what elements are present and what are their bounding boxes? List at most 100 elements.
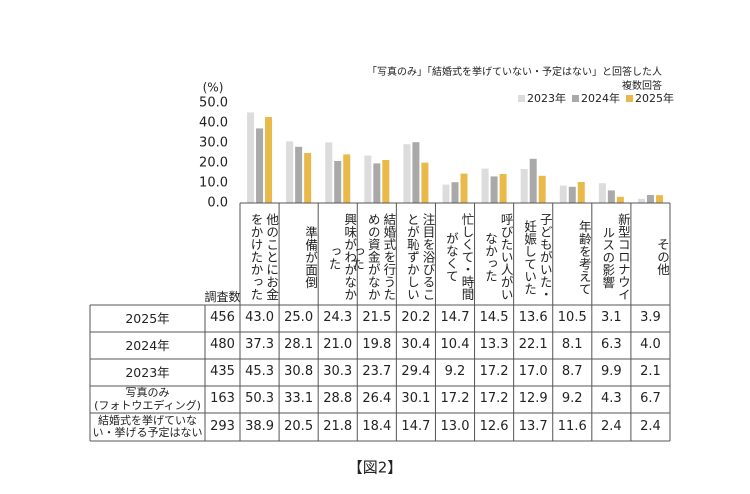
table-cell: 14.7: [401, 418, 431, 434]
table-cell: 37.3: [245, 337, 275, 353]
bar: [325, 142, 333, 203]
table-cell: 43.0: [245, 310, 275, 326]
unit-label: (%): [203, 81, 224, 95]
table-cell: 28.1: [284, 337, 314, 353]
category-label: 年齢を考えて: [576, 219, 592, 295]
category-label: 興味がわかなかった: [326, 213, 358, 301]
category-label: 子どもがいた・妊娠していた: [522, 213, 553, 301]
bar: [481, 168, 489, 203]
bar: [655, 195, 663, 203]
table-cell: 29.4: [401, 364, 431, 380]
bar: [256, 128, 264, 203]
table-cell: 21.0: [323, 337, 353, 353]
legend-label: 2024年: [581, 91, 620, 105]
table-cell: 12.6: [479, 418, 509, 434]
legend-swatch: [626, 95, 633, 102]
legend-label: 2023年: [527, 91, 566, 105]
table-cell: 33.1: [284, 391, 314, 407]
table-cell: 13.0: [440, 418, 470, 434]
row-label: 2025年: [125, 310, 170, 326]
bar: [373, 163, 381, 203]
table-cell: 50.3: [245, 391, 275, 407]
category-label: 呼びたい人がいなかった: [482, 213, 514, 301]
y-tick-label: 10.0: [199, 176, 228, 191]
category-label: その他: [654, 238, 670, 276]
bar: [568, 186, 576, 203]
bar: [334, 161, 342, 203]
table-cell: 30.3: [323, 364, 353, 380]
legend-label: 2025年: [635, 91, 674, 105]
table-cell: 17.2: [479, 364, 509, 380]
bar: [598, 183, 606, 203]
bar: [451, 182, 459, 203]
table-cell: 13.7: [518, 418, 548, 434]
bar: [607, 190, 615, 203]
category-label: 忙しくて・時間がなくて: [443, 213, 475, 301]
bar: [265, 117, 273, 203]
bar: [304, 153, 312, 203]
table-cell: 13.6: [518, 310, 548, 326]
bar: [403, 144, 411, 203]
table-cell: 9.2: [561, 391, 583, 407]
table-cell: 3.1: [601, 310, 622, 326]
bar: [364, 155, 372, 203]
table-cell: 2.4: [640, 418, 661, 434]
table-cell: 12.9: [518, 391, 548, 407]
table-cell: 14.5: [479, 310, 509, 326]
table-cell: 13.3: [479, 337, 509, 353]
bar: [247, 112, 255, 203]
table-cell: 8.7: [561, 364, 583, 380]
table-cell: 8.1: [561, 337, 583, 353]
table-cell: 2.1: [640, 364, 661, 380]
row-label: 2023年: [125, 364, 170, 380]
table-cell: 23.7: [362, 364, 392, 380]
bar: [382, 160, 390, 203]
legend-swatch: [518, 95, 525, 102]
table-cell: 2.4: [601, 418, 622, 434]
row-label: 写真のみ (フォトウエディング): [94, 386, 201, 412]
bar: [520, 169, 528, 203]
bar: [421, 162, 429, 203]
table-cell: 18.4: [362, 418, 392, 434]
table-cell: 9.9: [601, 364, 622, 380]
row-label: 2024年: [125, 337, 170, 353]
bar: [412, 142, 420, 203]
table-cell: 6.7: [640, 391, 661, 407]
table-cell: 9.2: [444, 364, 466, 380]
category-label: 注目を浴びることが恥ずかしい: [404, 213, 436, 301]
note-sub: 複数回答: [622, 79, 662, 92]
table-cell: 25.0: [284, 310, 314, 326]
category-label: 新型コロナウイルスの影響: [600, 213, 631, 301]
bar: [460, 173, 468, 203]
table-cell: 30.8: [284, 364, 314, 380]
table-cell: 21.8: [323, 418, 353, 434]
table-cell: 10.4: [440, 337, 470, 353]
caption: 【図2】: [348, 459, 403, 477]
bar: [529, 158, 537, 203]
note-title: 「写真のみ」「結婚式を挙げていない・予定はない」と回答した人: [367, 65, 662, 78]
bar: [616, 196, 624, 203]
count-header: 調査数: [204, 290, 241, 305]
bar: [538, 175, 546, 203]
bar: [490, 176, 498, 203]
table-cell: 20.2: [401, 310, 431, 326]
bar: [499, 174, 507, 203]
table-cell: 4.0: [640, 337, 661, 353]
table-cell: 30.4: [401, 337, 431, 353]
category-label: 準備が面倒: [303, 225, 319, 289]
bar: [559, 185, 567, 203]
count-cell: 456: [210, 310, 235, 326]
table-cell: 19.8: [362, 337, 392, 353]
bar: [286, 141, 294, 203]
bar: [646, 195, 654, 203]
table-cell: 3.9: [640, 310, 661, 326]
row-label: 結婚式を挙げていな い・挙げる予定はない: [92, 413, 203, 439]
category-label: 他のことにお金をかけたかった: [248, 213, 280, 301]
table-cell: 6.3: [601, 337, 622, 353]
table-cell: 21.5: [362, 310, 392, 326]
table-cell: 17.2: [479, 391, 509, 407]
table-cell: 20.5: [284, 418, 314, 434]
table-cell: 17.2: [440, 391, 470, 407]
